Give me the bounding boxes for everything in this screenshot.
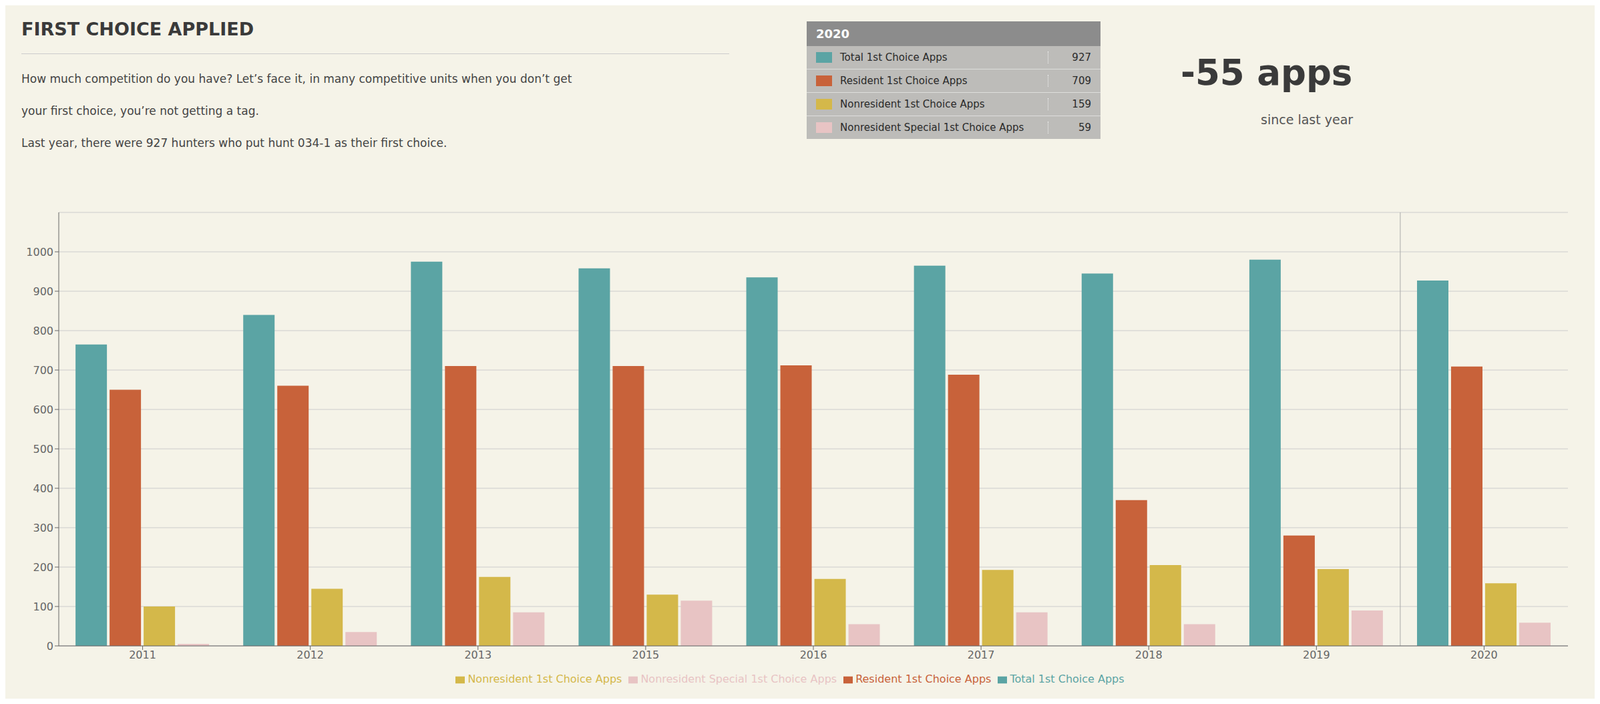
html-text:59: 59 (1078, 121, 1092, 134)
html-text:FIRST CHOICE APPLIED: FIRST CHOICE APPLIED (21, 18, 254, 40)
svg-text:0: 0 (46, 639, 54, 653)
html-text:159: 159 (1072, 98, 1092, 111)
html-text:Nonresident 1st Choice Apps: Nonresident 1st Choice Apps (840, 98, 985, 111)
svg-text:2015: 2015 (632, 648, 660, 662)
svg-text:1000: 1000 (26, 245, 54, 259)
html-text:Last year, there were 927 hunt: Last year, there were 927 hunters who pu… (21, 136, 448, 150)
svg-text:2012: 2012 (296, 648, 324, 662)
html-text:927: 927 (1072, 51, 1092, 64)
html-text:2020: 2020 (816, 26, 850, 41)
html-text:Total 1st Choice Apps: Total 1st Choice Apps (1009, 672, 1125, 686)
svg-text:400: 400 (32, 482, 54, 495)
svg-text:100: 100 (32, 600, 54, 614)
svg-text:2013: 2013 (464, 648, 492, 662)
html-text:Resident 1st Choice Apps: Resident 1st Choice Apps (855, 672, 992, 686)
html-text:Nonresident Special 1st Choice: Nonresident Special 1st Choice Apps (840, 121, 1024, 134)
html-text:your first choice, you’re not: your first choice, you’re not getting a … (21, 104, 260, 118)
html-text:Total 1st Choice Apps: Total 1st Choice Apps (840, 51, 948, 64)
html-text:709: 709 (1072, 74, 1092, 87)
svg-text:800: 800 (32, 324, 54, 338)
svg-text:2017: 2017 (967, 648, 995, 662)
html-text:How much competition do you ha: How much competition do you have? Let’s … (21, 72, 572, 86)
html-text:-55 apps: -55 apps (1180, 52, 1353, 93)
svg-text:600: 600 (32, 403, 54, 417)
html-text:Nonresident Special 1st Choice: Nonresident Special 1st Choice Apps (640, 672, 837, 686)
svg-text:500: 500 (32, 442, 54, 456)
html-text:Nonresident 1st Choice Apps: Nonresident 1st Choice Apps (467, 672, 622, 686)
svg-text:900: 900 (32, 285, 54, 298)
svg-text:2019: 2019 (1302, 648, 1331, 662)
svg-text:2018: 2018 (1135, 648, 1163, 662)
html-text:Resident 1st Choice Apps: Resident 1st Choice Apps (840, 74, 968, 87)
html-text:since last year: since last year (1260, 112, 1353, 127)
svg-text:300: 300 (32, 521, 54, 535)
svg-text:700: 700 (32, 363, 54, 377)
svg-text:2020: 2020 (1470, 648, 1498, 662)
svg-text:2016: 2016 (800, 648, 828, 662)
svg-text:200: 200 (32, 560, 54, 574)
svg-text:2011: 2011 (128, 648, 157, 662)
